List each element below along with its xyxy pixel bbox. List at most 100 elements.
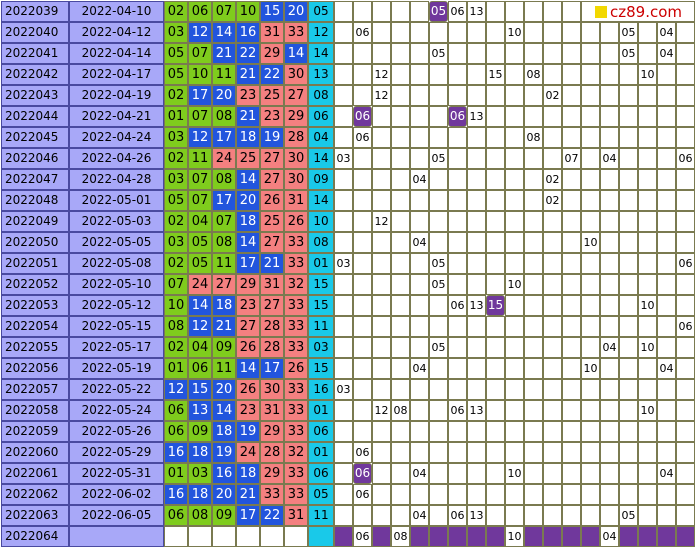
red-ball: 15 [188,379,212,400]
empty-cell [505,253,524,274]
empty-cell [486,442,505,463]
empty-cell [448,379,467,400]
empty-cell [600,274,619,295]
empty-cell [581,274,600,295]
blue-ball: 09 [308,169,334,190]
empty-cell [353,316,372,337]
red-ball: 18 [236,211,260,232]
red-ball: 31 [284,190,308,211]
empty-cell [372,127,391,148]
logo-square-icon [595,5,607,18]
empty-cell [600,106,619,127]
empty-cell [410,295,429,316]
red-ball: 33 [260,484,284,505]
empty-cell [657,505,676,526]
empty-cell [372,43,391,64]
draw-date: 2022-06-02 [69,484,164,505]
empty-cell [448,190,467,211]
empty-cell [600,316,619,337]
red-ball: 26 [260,190,284,211]
distribution-cell: 04 [410,505,429,526]
empty-cell [334,190,353,211]
red-ball: 06 [164,505,188,526]
empty-cell [543,484,562,505]
draw-date: 2022-05-01 [69,190,164,211]
empty-cell [353,295,372,316]
red-ball: 05 [164,43,188,64]
empty-cell [372,22,391,43]
empty-cell [391,106,410,127]
empty-cell [334,43,353,64]
empty-cell [429,358,448,379]
issue-number: 2022048 [1,190,69,211]
blue-ball: 08 [308,232,334,253]
empty-cell [334,337,353,358]
empty-cell [657,337,676,358]
empty-cell [410,211,429,232]
distribution-cell: 06 [448,1,467,22]
empty-cell [429,22,448,43]
empty-cell [505,148,524,169]
empty-cell [448,253,467,274]
empty-cell [524,190,543,211]
red-ball: 02 [164,1,188,22]
site-logo[interactable]: cz89.com [592,2,694,21]
empty-cell [524,169,543,190]
empty-cell [372,484,391,505]
red-ball: 27 [260,169,284,190]
distribution-cell: 06 [676,148,695,169]
issue-number: 2022047 [1,169,69,190]
empty-cell [486,421,505,442]
empty-cell [467,316,486,337]
draw-date: 2022-05-05 [69,232,164,253]
empty-cell [638,421,657,442]
empty-cell [372,316,391,337]
issue-number: 2022058 [1,400,69,421]
red-ball: 33 [284,421,308,442]
draw-date: 2022-04-26 [69,148,164,169]
empty-cell [448,421,467,442]
empty-cell [334,64,353,85]
red-ball: 28 [284,127,308,148]
red-ball: 11 [212,358,236,379]
issue-number: 2022051 [1,253,69,274]
red-ball: 25 [260,85,284,106]
empty-cell [657,85,676,106]
red-ball: 02 [164,253,188,274]
red-ball: 21 [212,316,236,337]
empty-cell [372,442,391,463]
empty-cell [543,400,562,421]
red-ball: 14 [284,43,308,64]
empty-cell [562,442,581,463]
empty-cell [429,190,448,211]
empty-cell [619,211,638,232]
empty-cell [467,190,486,211]
empty-cell [372,358,391,379]
red-ball: 33 [284,463,308,484]
draw-date: 2022-05-31 [69,463,164,484]
red-ball-empty [164,526,188,547]
draw-date: 2022-04-17 [69,64,164,85]
empty-cell [543,43,562,64]
blue-ball: 14 [308,148,334,169]
empty-cell [448,484,467,505]
red-ball: 08 [212,169,236,190]
empty-cell [581,337,600,358]
empty-cell [543,316,562,337]
distribution-cell: 06 [448,505,467,526]
red-ball: 31 [260,400,284,421]
empty-cell [676,379,695,400]
placeholder-cell [581,526,600,547]
issue-number: 2022039 [1,1,69,22]
empty-cell [334,421,353,442]
red-ball: 07 [212,211,236,232]
empty-cell [638,316,657,337]
empty-cell [600,211,619,232]
red-ball: 07 [188,190,212,211]
empty-cell [562,22,581,43]
red-ball: 07 [188,106,212,127]
empty-cell [638,379,657,400]
empty-cell [562,274,581,295]
empty-cell [619,295,638,316]
draw-date: 2022-04-19 [69,85,164,106]
